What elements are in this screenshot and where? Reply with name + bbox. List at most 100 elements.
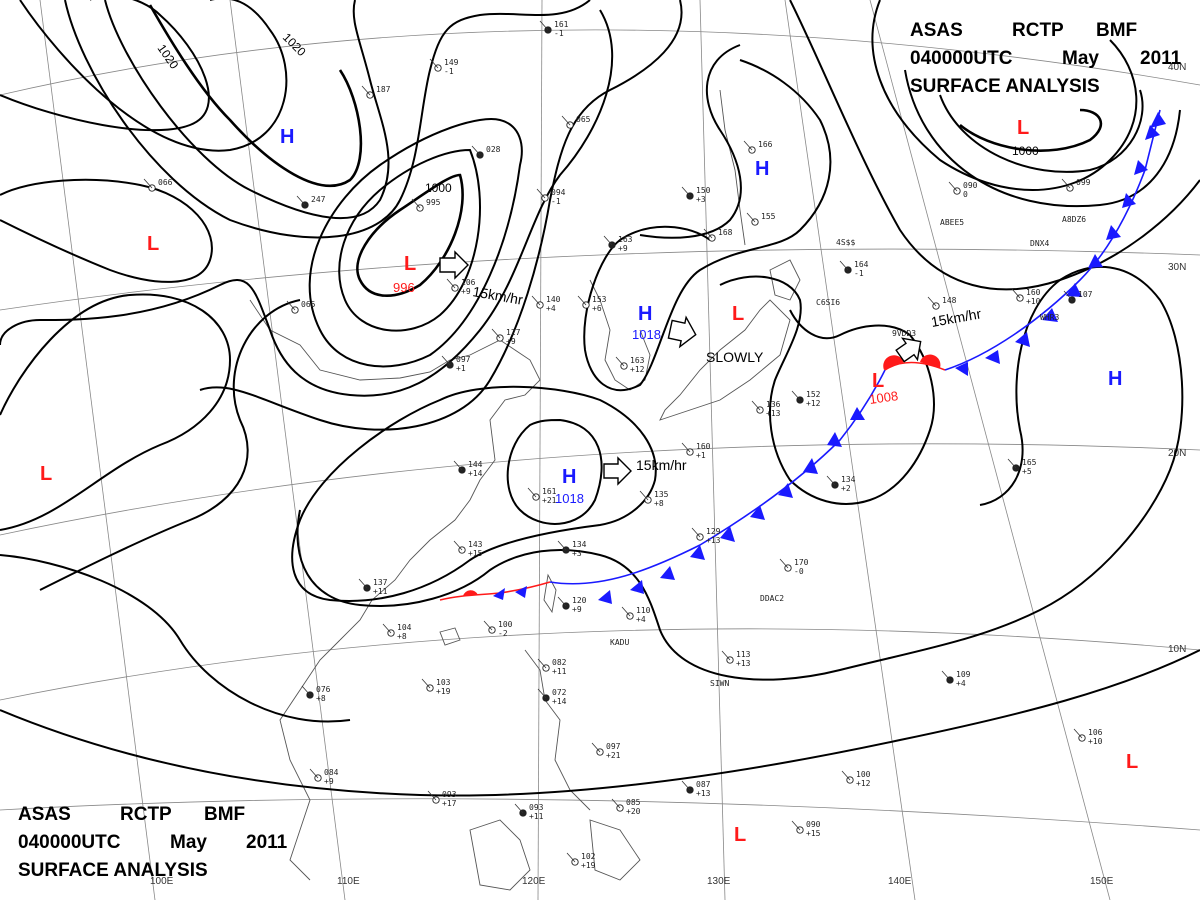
header-product: ASAS xyxy=(910,20,963,41)
header-station: RCTP xyxy=(1012,20,1064,41)
wind-barb xyxy=(143,178,153,189)
isobar xyxy=(639,44,742,239)
station-pressure: 187 xyxy=(376,85,391,94)
ship-id: SIWN xyxy=(710,679,729,688)
station-plot: 094-1 xyxy=(536,188,566,206)
ship-id: DDAC2 xyxy=(760,594,784,603)
station-pressure: 102 xyxy=(581,852,596,861)
station-plot: 100-2 xyxy=(483,620,513,638)
station-plot: 168 xyxy=(703,228,733,242)
station-pressure: 164 xyxy=(854,260,869,269)
station-tendency: +19 xyxy=(581,861,596,870)
cold-front-symbol xyxy=(493,588,505,600)
low-pressure-marker: L xyxy=(404,253,416,275)
wind-barb xyxy=(566,852,576,863)
high-pressure-marker: H xyxy=(1108,368,1122,390)
low-pressure-marker: L xyxy=(1126,751,1138,773)
isobar xyxy=(356,173,464,297)
motion-arrow xyxy=(603,456,632,486)
motion-label: SLOWLY xyxy=(706,349,764,365)
low-pressure-marker: L xyxy=(734,824,746,846)
isobar xyxy=(296,265,1184,681)
station-pressure: 136 xyxy=(766,400,781,409)
wind-barb xyxy=(841,770,851,781)
station-pressure: 090 xyxy=(963,181,978,190)
station-pressure: 076 xyxy=(316,685,331,694)
isobar xyxy=(64,0,591,239)
wind-barb xyxy=(743,140,753,151)
station-plot: 144+14 xyxy=(453,460,483,478)
station-pressure: 166 xyxy=(758,140,773,149)
high-pressure-marker: H xyxy=(562,466,576,488)
wind-barb xyxy=(791,820,801,831)
wind-barb xyxy=(1007,458,1017,469)
station-tendency: +20 xyxy=(626,807,641,816)
wind-barb xyxy=(603,235,613,246)
wind-barb xyxy=(441,355,451,366)
ship-id: WHR3 xyxy=(1040,313,1059,322)
station-pressure: 140 xyxy=(546,295,561,304)
station-plot: 113+13 xyxy=(721,650,751,668)
station-pressure: 065 xyxy=(301,300,316,309)
station-plot: 140+4 xyxy=(531,295,561,313)
station-plot: 153+6 xyxy=(577,295,607,313)
meridian-140e xyxy=(784,0,916,900)
station-plot: 028 xyxy=(471,145,501,159)
cold-front-symbol xyxy=(598,590,612,604)
station-plot: 120+9 xyxy=(557,596,587,614)
station-tendency: +11 xyxy=(552,667,567,676)
isobar xyxy=(959,108,1103,152)
station-plot: 093+11 xyxy=(514,803,544,821)
station-plot: 136+13 xyxy=(751,400,781,418)
wind-barb xyxy=(382,623,392,634)
isobar xyxy=(148,4,363,187)
station-tendency: +14 xyxy=(468,469,483,478)
station-tendency: +3 xyxy=(696,195,706,204)
isobar xyxy=(904,69,1181,208)
station-tendency: +6 xyxy=(592,304,602,313)
cold-front-symbol xyxy=(1106,225,1121,240)
motion-label: 15km/hr xyxy=(636,457,687,473)
isobar xyxy=(0,178,213,283)
header-bottom-left: ASAS RCTP BMF 040000UTC May 2011 SURFACE… xyxy=(18,804,288,881)
wind-barb xyxy=(561,115,571,126)
station-pressure: 106 xyxy=(1088,728,1103,737)
station-plot: 103+19 xyxy=(421,678,451,696)
cold-front-symbol xyxy=(1145,125,1160,140)
station-plot: 143+15 xyxy=(453,540,483,558)
station-tendency: 0 xyxy=(963,190,968,199)
wind-barb xyxy=(453,460,463,471)
cold-front-symbol xyxy=(1134,160,1148,175)
wind-barb xyxy=(421,678,431,689)
isobar xyxy=(719,275,935,505)
wind-barb xyxy=(1061,178,1071,189)
station-plot: 247 xyxy=(296,195,326,209)
wind-barb xyxy=(941,670,951,681)
station-plot: 093+17 xyxy=(427,790,457,808)
station-tendency: +13 xyxy=(766,409,781,418)
station-tendency: +3 xyxy=(572,549,582,558)
station-pressure: 163 xyxy=(618,235,633,244)
wind-barb xyxy=(703,228,713,239)
station-plot: 106+10 xyxy=(1073,728,1103,746)
station-tendency: +13 xyxy=(696,789,711,798)
station-tendency: -0 xyxy=(794,567,804,576)
header-product: ASAS xyxy=(18,804,71,825)
station-tendency: -1 xyxy=(444,67,454,76)
wind-barb xyxy=(536,188,546,199)
isobar xyxy=(0,9,614,397)
meridian-120e xyxy=(537,0,543,900)
cold-front-symbol xyxy=(1150,112,1166,128)
station-pressure: 104 xyxy=(397,623,412,632)
ship-id: DNX4 xyxy=(1030,239,1049,248)
isobar xyxy=(338,148,481,332)
low-pressure-marker: L xyxy=(40,463,52,485)
wind-barb xyxy=(639,490,649,501)
wind-barb xyxy=(681,186,691,197)
lon-label: 110E xyxy=(337,876,360,887)
isobar xyxy=(939,89,1144,173)
cold-front-symbol xyxy=(1066,283,1082,297)
wind-barb xyxy=(591,742,601,753)
station-pressure: 161 xyxy=(554,20,569,29)
